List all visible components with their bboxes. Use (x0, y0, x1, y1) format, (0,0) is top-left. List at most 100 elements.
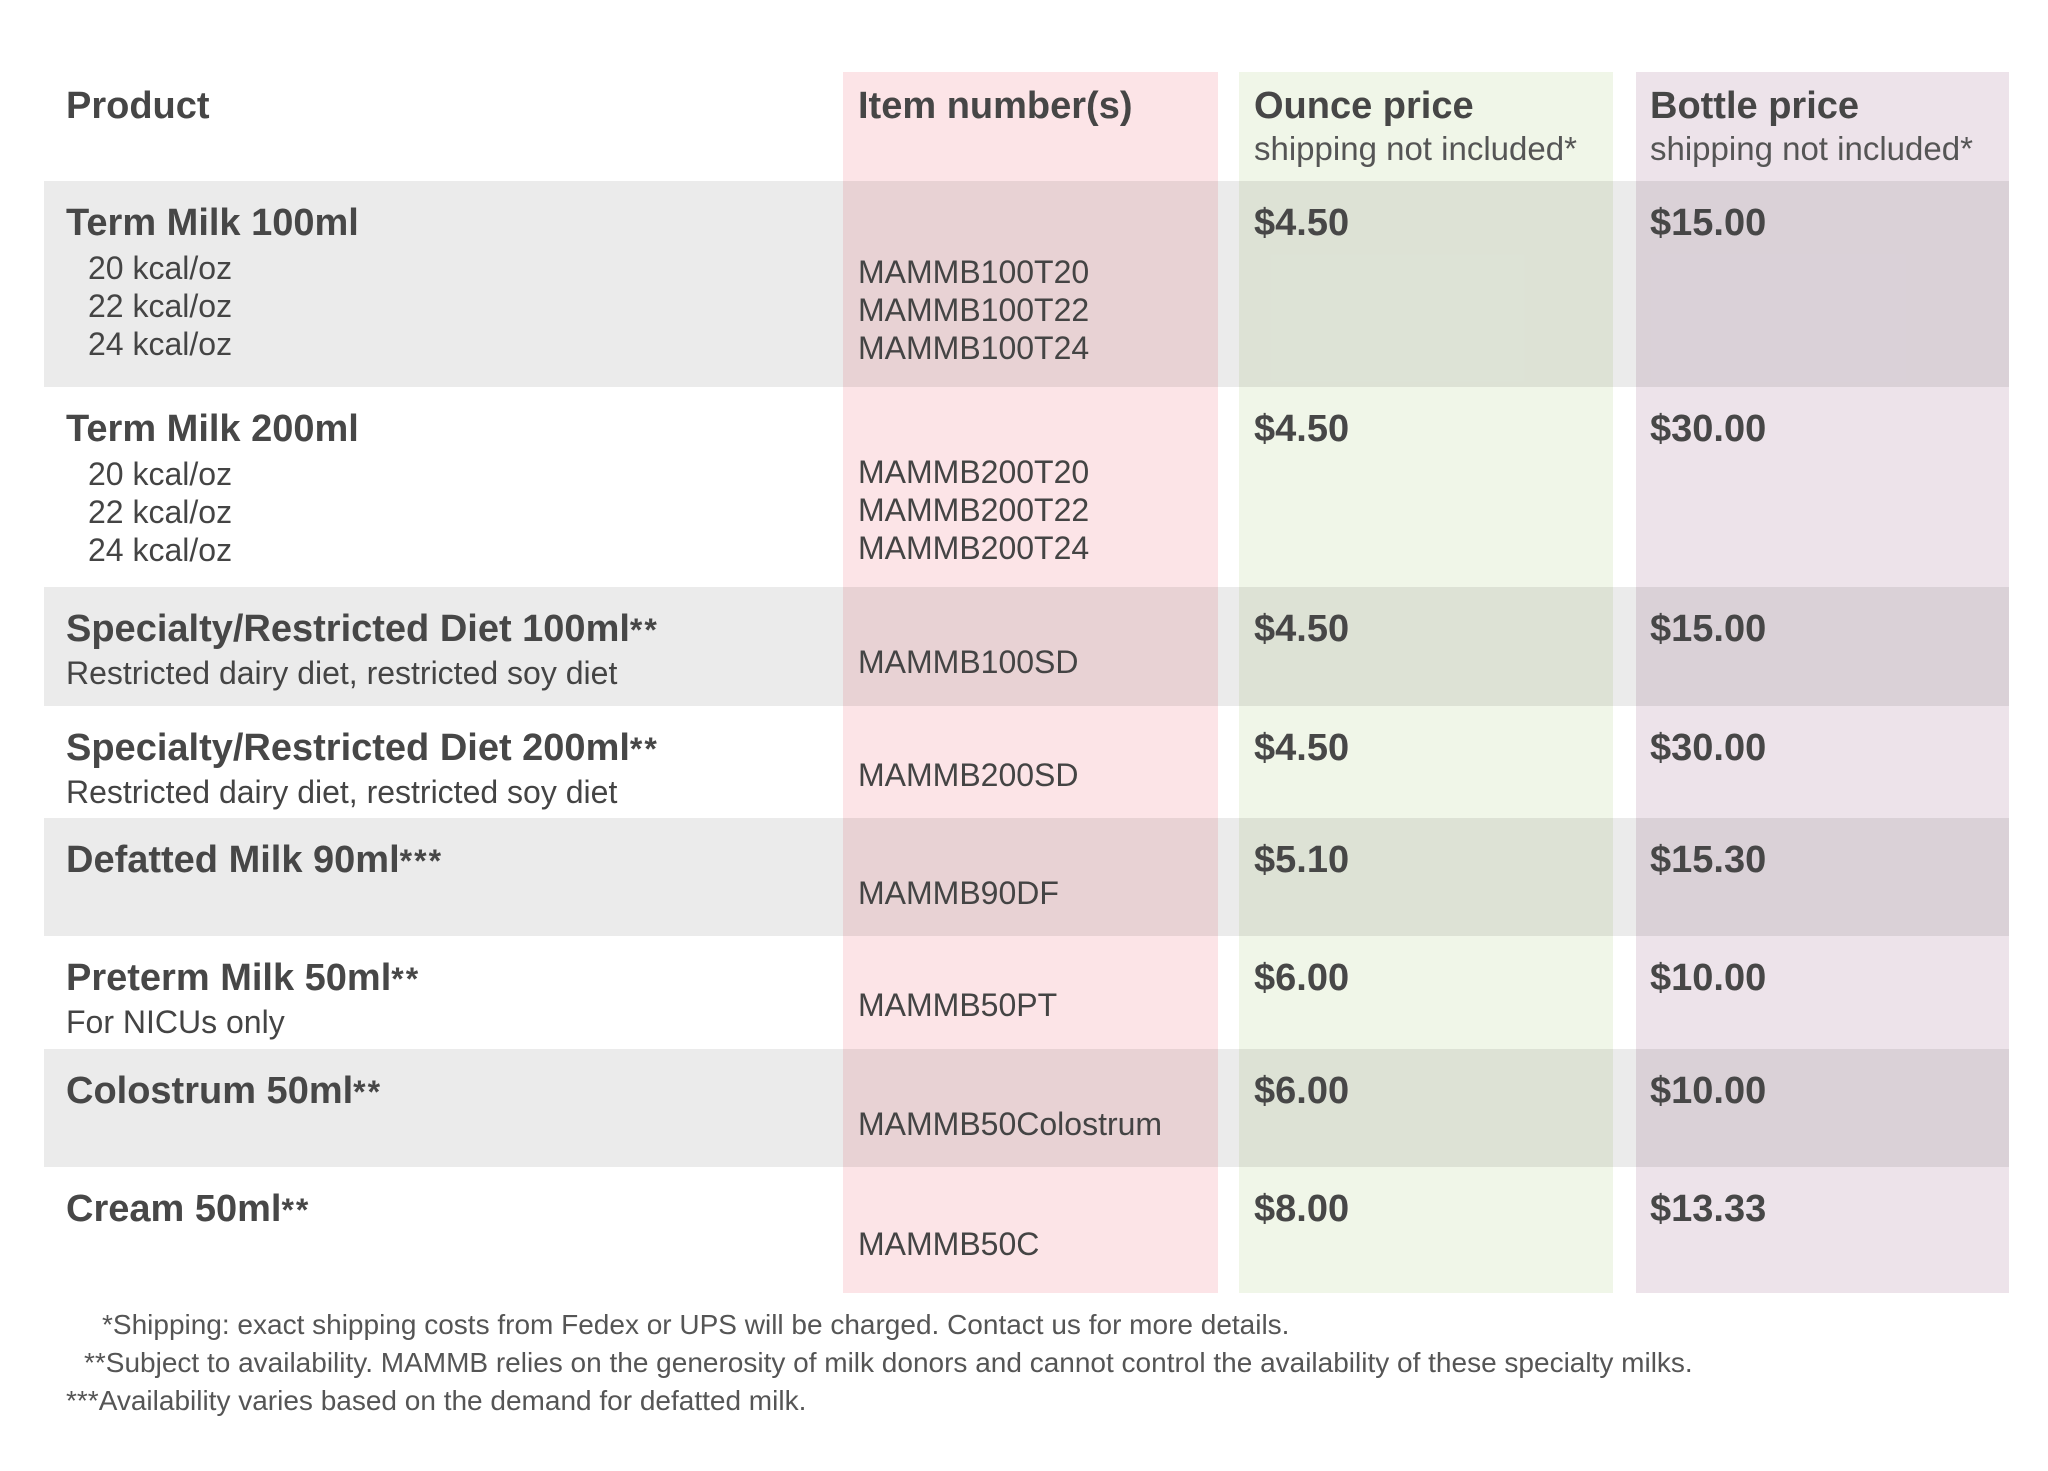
footnote-marker: ** (629, 612, 659, 648)
ounce-price: $6.00 (1254, 1070, 1350, 1112)
item-number: MAMMB50Colostrum (858, 1106, 1163, 1142)
item-number: MAMMB100T24 (858, 330, 1090, 366)
item-number: MAMMB200T24 (858, 530, 1090, 566)
item-number: MAMMB100T20 (858, 254, 1090, 290)
footnotes: *Shipping: exact shipping costs from Fed… (66, 1306, 1966, 1420)
item-number: MAMMB100SD (858, 644, 1079, 680)
footnote-marker: *** (399, 843, 444, 879)
footnote-marker: ** (353, 1074, 383, 1110)
ounce-price: $4.50 (1254, 608, 1350, 650)
bottle-price: $10.00 (1650, 1070, 1767, 1112)
calorie-option: 22 kcal/oz (88, 288, 233, 324)
product-subtitle: Restricted dairy diet, restricted soy di… (66, 774, 618, 810)
product-name-text: Preterm Milk 50ml (66, 957, 392, 999)
table-row: Cream 50ml** MAMMB50C $8.00 $13.33 (0, 1167, 2048, 1293)
ounce-price: $5.10 (1254, 839, 1350, 881)
header-bottle-note: shipping not included* (1650, 130, 1973, 167)
bottle-price: $30.00 (1650, 408, 1767, 450)
product-name-text: Cream 50ml (66, 1188, 282, 1230)
footnote: **Subject to availability. MAMMB relies … (84, 1347, 1693, 1378)
calorie-option: 24 kcal/oz (88, 532, 233, 568)
row-band (44, 1049, 2009, 1167)
item-number: MAMMB200SD (858, 757, 1079, 793)
header-product: Product (66, 82, 210, 130)
product-cell: Term Milk 100ml 20 kcal/oz 22 kcal/oz 24 k… (66, 199, 359, 363)
item-number: MAMMB200T20 (858, 454, 1090, 490)
table-row: Specialty/Restricted Diet 100ml** Restri… (0, 587, 2048, 706)
product-cell: Colostrum 50ml** (66, 1067, 382, 1116)
product-name-text: Term Milk 200ml (66, 408, 359, 450)
product-cell: Specialty/Restricted Diet 200ml** Restri… (66, 724, 659, 811)
calorie-option: 20 kcal/oz (88, 250, 233, 286)
item-numbers: MAMMB100T20 MAMMB100T22 MAMMB100T24 (858, 253, 1089, 367)
header-ounce-label: Ounce price (1254, 85, 1474, 127)
footnote-marker: ** (629, 731, 659, 767)
product-name: Preterm Milk 50ml** (66, 954, 420, 1003)
item-column-background (843, 72, 1218, 1293)
table-row: Term Milk 100ml 20 kcal/oz 22 kcal/oz 24 k… (0, 181, 2048, 387)
item-numbers: MAMMB100SD (858, 643, 1079, 681)
bottle-price: $15.00 (1650, 202, 1767, 244)
product-subtitle: For NICUs only (66, 1004, 285, 1040)
product-name-text: Specialty/Restricted Diet 200ml (66, 727, 630, 769)
product-cell: Specialty/Restricted Diet 100ml** Restri… (66, 605, 659, 692)
header-bottle: Bottle price shipping not included* (1650, 82, 1973, 168)
header-item-label: Item number(s) (858, 85, 1133, 127)
bottle-price: $30.00 (1650, 727, 1767, 769)
calorie-option: 20 kcal/oz (88, 456, 233, 492)
product-name-text: Term Milk 100ml (66, 202, 359, 244)
bottle-price: $13.33 (1650, 1188, 1767, 1230)
product-name: Term Milk 100ml (66, 199, 359, 247)
item-number: MAMMB50C (858, 1226, 1040, 1262)
ounce-price: $6.00 (1254, 957, 1350, 999)
calorie-options: 20 kcal/oz 22 kcal/oz 24 kcal/oz (66, 455, 359, 569)
product-name: Specialty/Restricted Diet 200ml** (66, 724, 659, 773)
item-number: MAMMB100T22 (858, 292, 1090, 328)
product-cell: Defatted Milk 90ml*** (66, 836, 443, 885)
product-name: Term Milk 200ml (66, 405, 359, 453)
calorie-option: 24 kcal/oz (88, 326, 233, 362)
bottle-price: $15.30 (1650, 839, 1767, 881)
ounce-price: $4.50 (1254, 408, 1350, 450)
bottle-price: $10.00 (1650, 957, 1767, 999)
ounce-column-background (1239, 72, 1613, 1293)
ounce-price: $4.50 (1254, 727, 1350, 769)
header-ounce: Ounce price shipping not included* (1254, 82, 1577, 168)
table-row: Term Milk 200ml 20 kcal/oz 22 kcal/oz 24 k… (0, 387, 2048, 587)
item-numbers: MAMMB90DF (858, 874, 1059, 912)
item-numbers: MAMMB50Colostrum (858, 1105, 1162, 1143)
header-bottle-label: Bottle price (1650, 85, 1860, 127)
table-row: Colostrum 50ml** MAMMB50Colostrum $6.00 … (0, 1049, 2048, 1167)
row-band (44, 587, 2009, 706)
product-cell: Term Milk 200ml 20 kcal/oz 22 kcal/oz 24 k… (66, 405, 359, 569)
table-row: Defatted Milk 90ml*** MAMMB90DF $5.10 $1… (0, 818, 2048, 936)
header-item: Item number(s) (858, 82, 1132, 130)
calorie-options: 20 kcal/oz 22 kcal/oz 24 kcal/oz (66, 249, 359, 363)
footnote-marker: ** (391, 961, 421, 997)
product-subtitle: Restricted dairy diet, restricted soy di… (66, 655, 618, 691)
product-name: Specialty/Restricted Diet 100ml** (66, 605, 659, 654)
product-name: Defatted Milk 90ml*** (66, 836, 443, 885)
item-numbers: MAMMB50PT (858, 986, 1057, 1024)
table-row: Specialty/Restricted Diet 200ml** Restri… (0, 706, 2048, 818)
ounce-price: $4.50 (1254, 202, 1350, 244)
header-product-label: Product (66, 85, 210, 127)
product-name: Cream 50ml** (66, 1185, 310, 1234)
product-cell: Preterm Milk 50ml** For NICUs only (66, 954, 420, 1041)
item-numbers: MAMMB200SD (858, 756, 1079, 794)
item-number: MAMMB90DF (858, 875, 1059, 911)
item-number: MAMMB200T22 (858, 492, 1090, 528)
header-ounce-note: shipping not included* (1254, 130, 1577, 167)
product-cell: Cream 50ml** (66, 1185, 310, 1234)
item-numbers: MAMMB200T20 MAMMB200T22 MAMMB200T24 (858, 453, 1089, 567)
row-band (44, 818, 2009, 936)
calorie-option: 22 kcal/oz (88, 494, 233, 530)
product-name-text: Colostrum 50ml (66, 1070, 354, 1112)
bottle-column-background (1636, 72, 2009, 1293)
footnote: ***Availability varies based on the dema… (66, 1385, 807, 1416)
item-number: MAMMB50PT (858, 987, 1058, 1023)
product-name: Colostrum 50ml** (66, 1067, 382, 1116)
footnote: *Shipping: exact shipping costs from Fed… (102, 1309, 1290, 1340)
footnote-marker: ** (281, 1192, 311, 1228)
ounce-price: $8.00 (1254, 1188, 1350, 1230)
